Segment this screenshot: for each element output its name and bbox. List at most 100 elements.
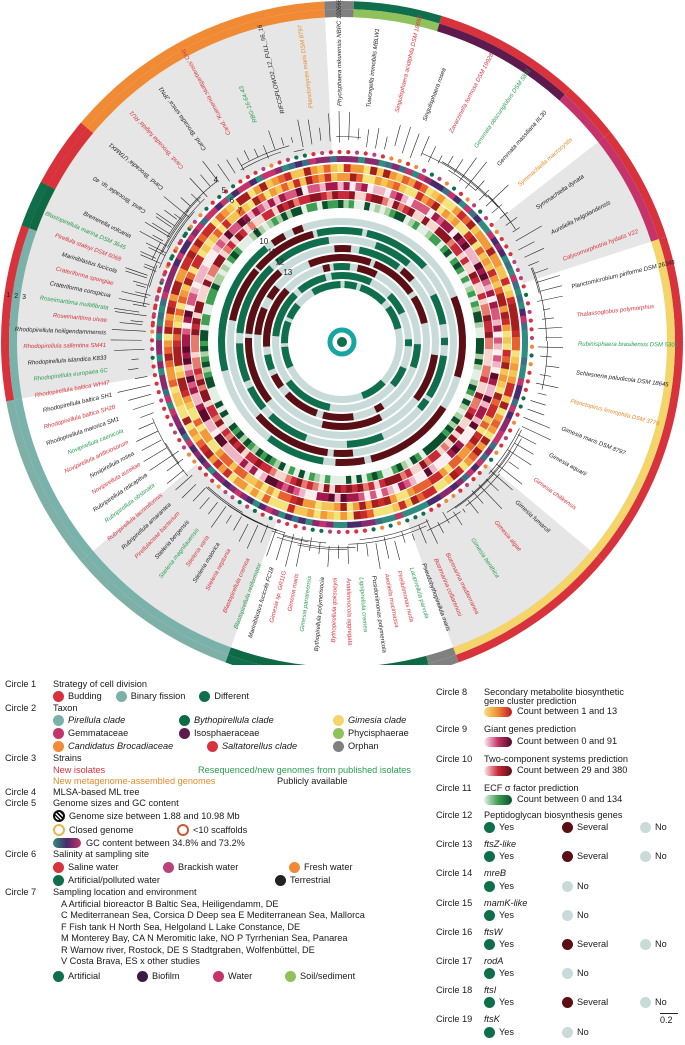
different-swatch xyxy=(199,691,210,702)
gc-ring-cell xyxy=(158,367,165,375)
tree-branch xyxy=(402,127,410,153)
salinity-dot xyxy=(346,150,350,154)
circle10-cell xyxy=(191,340,199,346)
salinity-dot xyxy=(311,528,315,532)
tree-branch xyxy=(375,128,379,148)
binary-ring-13-seg xyxy=(316,227,362,237)
gc-ring-cell xyxy=(333,522,341,528)
salinity-dot xyxy=(302,526,306,530)
circle8b-cell xyxy=(352,502,359,511)
salinity-dot xyxy=(269,516,273,520)
tree-branch xyxy=(538,347,563,348)
tree-branch xyxy=(309,538,311,551)
salinity-dot xyxy=(311,152,315,156)
salinity-dot xyxy=(406,162,410,166)
budding-swatch xyxy=(53,691,64,702)
tree-branch xyxy=(421,136,429,156)
salinity-dot xyxy=(278,160,282,164)
salinity-dot xyxy=(530,336,534,340)
tree-branch xyxy=(448,156,454,165)
gc-ring-cell xyxy=(340,522,348,528)
salinity-dot xyxy=(151,321,155,325)
salinity-dot xyxy=(405,518,409,522)
taxon-label: Singulisphaera rosea xyxy=(422,67,448,123)
salinity-dot xyxy=(193,220,197,224)
circle10-cell xyxy=(485,338,493,344)
tree-branch xyxy=(348,546,349,564)
circle8b-cell xyxy=(327,502,334,510)
circle9-cell xyxy=(493,325,502,332)
gc-ring-cell xyxy=(354,521,362,528)
circle8b-cell xyxy=(503,344,511,351)
circle10-cell xyxy=(329,484,336,492)
taxon-label: Tuwongella immobilis MBLW1 xyxy=(366,28,381,108)
salinity-dot xyxy=(397,521,401,525)
tree-branch xyxy=(508,450,532,465)
tree-internode xyxy=(165,443,179,464)
salinity-dot xyxy=(204,207,208,211)
tree-branch xyxy=(376,543,380,569)
salinity-dot xyxy=(521,396,525,400)
circle8-cell xyxy=(164,340,172,347)
tree-branch xyxy=(384,137,387,150)
salinity-dot xyxy=(430,173,434,177)
tree-branch xyxy=(144,448,167,462)
legend-terrestrial: Terrestrial xyxy=(275,875,330,886)
tree-branch xyxy=(540,356,551,357)
tree-branch xyxy=(540,286,562,292)
circle10-cell xyxy=(351,484,358,492)
circle8b-cell xyxy=(502,324,511,331)
salinity-dot xyxy=(529,327,533,331)
gc-ring-cell xyxy=(326,521,334,527)
salinity-dot xyxy=(504,436,508,440)
legend-left: Circle 1 Strategy of cell division Buddi… xyxy=(5,680,425,984)
legend-brackish: Brackish water xyxy=(163,862,275,873)
circle11-cell xyxy=(327,200,333,208)
scale-bar-line xyxy=(660,1013,678,1014)
gc-ring-cell xyxy=(156,333,162,341)
circle8b-cell xyxy=(331,173,338,181)
gc-ring-cell xyxy=(344,156,352,162)
salinity-dot xyxy=(530,345,534,349)
legend-brocadiaceae: Candidatus Brocadiaceae xyxy=(53,741,193,752)
taxon-label: Posidoniimonas polymericola xyxy=(370,576,386,654)
salinity-dot xyxy=(389,156,393,160)
circle10-cell xyxy=(191,329,199,336)
circle9-cell xyxy=(331,182,338,190)
gc-ring-cell xyxy=(157,361,164,369)
salinity-dot xyxy=(354,529,358,533)
legend-env-biofilm: Biofilm xyxy=(137,971,199,982)
gc-ring-cell xyxy=(156,354,163,362)
circle9-cell xyxy=(338,182,345,190)
circle11-cell xyxy=(338,200,344,208)
taxon-label: Bythopirellula goksoeyrii xyxy=(331,577,339,643)
circle-number-5: 5 xyxy=(222,186,227,195)
salinity-dot xyxy=(159,398,163,402)
salinity-dot xyxy=(459,192,463,196)
circle8-cell xyxy=(326,511,334,519)
edge-number-1: 1 xyxy=(6,292,10,299)
taxon-label: Singulisphaera acidiphila DSM 18658 xyxy=(395,14,424,113)
salinity-dot xyxy=(303,154,307,158)
salinity-dot xyxy=(414,165,418,169)
circle8b-cell xyxy=(334,503,341,511)
tree-branch xyxy=(118,385,151,392)
salinity-dot xyxy=(337,150,341,154)
salinity-dot xyxy=(277,519,281,523)
circle8-cell xyxy=(512,337,520,344)
legend-public: Publicly available xyxy=(277,777,347,786)
salinity-dot xyxy=(204,473,208,477)
salinity-dot xyxy=(179,239,183,243)
salinity-dot xyxy=(495,230,499,234)
tree-branch xyxy=(384,537,389,559)
salinity-dot xyxy=(169,423,173,427)
salinity-dot xyxy=(345,530,349,534)
gc-ring-cell xyxy=(520,315,527,323)
salinity-dot xyxy=(153,304,157,308)
taxon-label: Planctopirus limnophila DSM 3776 xyxy=(570,399,661,428)
salinity-dot xyxy=(372,153,376,157)
tree-branch xyxy=(402,532,405,543)
circle10-cell xyxy=(349,191,356,199)
